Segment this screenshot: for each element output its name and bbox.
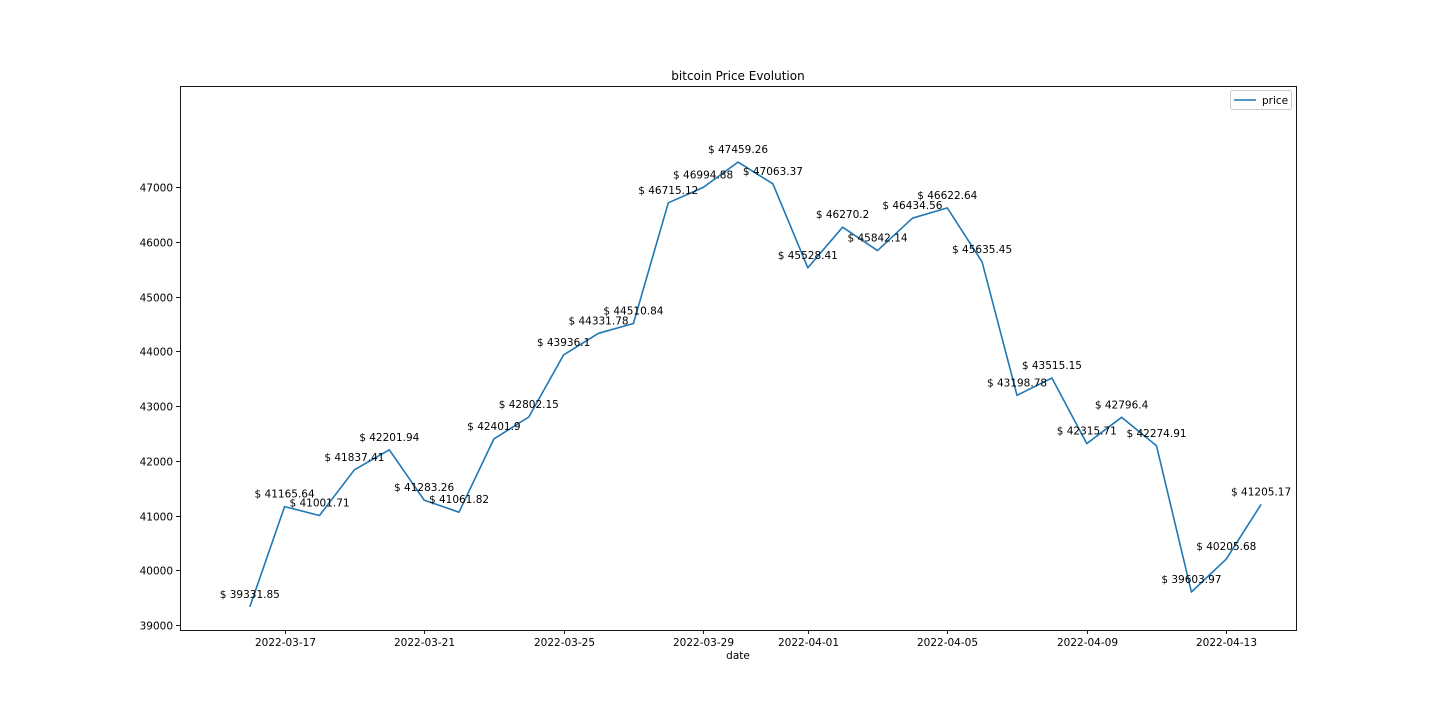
chart-title: bitcoin Price Evolution (671, 69, 804, 83)
legend-label-price: price (1262, 95, 1288, 107)
data-label: $ 41061.82 (429, 494, 489, 506)
data-label: $ 46715.12 (638, 185, 698, 197)
x-tick-label: 2022-04-13 (1196, 637, 1257, 649)
y-tick-label: 41000 (140, 512, 173, 524)
data-label: $ 47063.37 (743, 166, 803, 178)
x-tick-label: 2022-03-17 (255, 637, 316, 649)
data-label: $ 45528.41 (778, 250, 838, 262)
data-label: $ 46434.56 (882, 200, 942, 212)
y-tick-label: 40000 (140, 566, 173, 578)
x-tick-label: 2022-04-09 (1057, 637, 1118, 649)
data-label: $ 42274.91 (1126, 428, 1186, 440)
y-tick-label: 45000 (140, 293, 173, 305)
x-tick-label: 2022-04-05 (917, 637, 978, 649)
data-label: $ 39331.85 (220, 589, 280, 601)
data-label: $ 42315.71 (1057, 426, 1117, 438)
data-label: $ 40205.68 (1196, 541, 1256, 553)
x-tick-label: 2022-03-29 (673, 637, 734, 649)
legend: price (1231, 91, 1292, 110)
y-tick-label: 39000 (140, 621, 173, 633)
data-label: $ 45635.45 (952, 244, 1012, 256)
data-label: $ 43515.15 (1022, 360, 1082, 372)
data-label: $ 46270.2 (816, 209, 869, 221)
x-tick-label: 2022-03-25 (534, 637, 595, 649)
y-tick-label: 47000 (140, 183, 173, 195)
data-label: $ 42802.15 (499, 399, 559, 411)
y-tick-label: 43000 (140, 402, 173, 414)
y-tick-label: 46000 (140, 238, 173, 250)
data-label: $ 39603.97 (1161, 574, 1221, 586)
data-label: $ 42401.9 (467, 421, 520, 433)
data-label: $ 42201.94 (359, 432, 419, 444)
x-tick-label: 2022-04-01 (778, 637, 839, 649)
y-tick-label: 44000 (140, 347, 173, 359)
data-label: $ 46994.88 (673, 170, 733, 182)
x-tick-label: 2022-03-21 (394, 637, 455, 649)
data-label: $ 41001.71 (289, 498, 349, 510)
data-label: $ 47459.26 (708, 144, 768, 156)
data-label: $ 45842.14 (847, 233, 907, 245)
data-label: $ 42796.4 (1095, 399, 1149, 411)
data-label: $ 43198.78 (987, 377, 1047, 389)
data-label: $ 41837.41 (324, 452, 384, 464)
data-label: $ 41205.17 (1231, 486, 1291, 498)
data-label: $ 46622.64 (917, 190, 977, 202)
data-label: $ 41283.26 (394, 482, 454, 494)
data-label: $ 43936.1 (537, 337, 590, 349)
x-axis-label: date (726, 650, 750, 662)
data-label: $ 44510.84 (603, 306, 663, 318)
y-tick-label: 42000 (140, 457, 173, 469)
